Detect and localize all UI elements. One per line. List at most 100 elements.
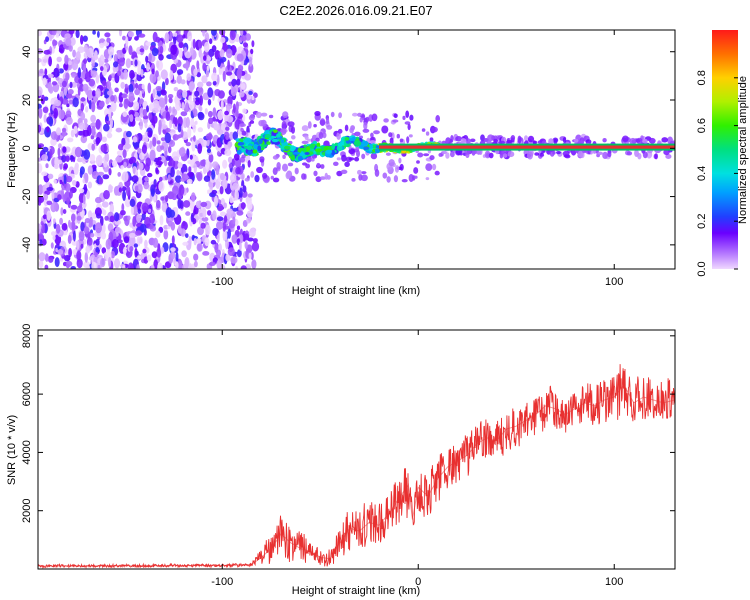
noise-speckle [83, 149, 91, 160]
noise-speckle [98, 177, 104, 185]
noise-speckle [151, 68, 155, 75]
signal-halo [388, 132, 393, 138]
noise-speckle [80, 102, 85, 112]
noise-speckle [242, 185, 247, 193]
noise-speckle [82, 35, 88, 42]
noise-speckle [212, 80, 217, 86]
chart-title: C2E2.2026.016.09.21.E07 [279, 3, 432, 18]
noise-speckle [204, 108, 208, 115]
noise-speckle [151, 47, 159, 57]
noise-speckle [222, 159, 228, 169]
noise-speckle [142, 134, 149, 144]
noise-speckle [239, 234, 244, 244]
noise-speckle [110, 117, 113, 129]
noise-speckle [169, 70, 174, 81]
noise-speckle [171, 235, 175, 245]
noise-speckle [133, 111, 140, 117]
noise-speckle [227, 141, 233, 148]
noise-speckle [123, 236, 130, 244]
noise-speckle [134, 82, 139, 89]
noise-speckle [102, 80, 107, 87]
signal-halo [338, 112, 342, 119]
noise-speckle [215, 165, 220, 176]
signal-halo [344, 124, 349, 132]
signal-blob [336, 145, 343, 152]
signal-halo [408, 174, 414, 182]
signal-blob [351, 136, 356, 142]
noise-speckle [46, 200, 53, 206]
noise-speckle [152, 88, 156, 99]
noise-speckle [139, 107, 145, 118]
signal-blob [252, 149, 258, 154]
signal-halo [282, 163, 288, 172]
noise-speckle [244, 73, 251, 81]
noise-speckle [58, 109, 65, 120]
signal-blob [266, 141, 271, 145]
noise-speckle [89, 216, 93, 225]
signal-halo [333, 161, 339, 166]
noise-speckle [101, 201, 109, 208]
noise-speckle [137, 208, 142, 214]
signal-halo [241, 130, 247, 136]
noise-speckle [156, 199, 161, 209]
noise-speckle [225, 134, 230, 140]
noise-speckle [157, 262, 163, 269]
noise-speckle [132, 141, 140, 148]
noise-speckle [160, 137, 166, 142]
noise-speckle [229, 173, 237, 183]
noise-speckle [61, 127, 67, 133]
signal-halo [336, 132, 341, 140]
noise-speckle [41, 171, 48, 177]
noise-speckle [64, 33, 71, 40]
noise-speckle [129, 235, 136, 247]
noise-speckle [251, 241, 260, 252]
noise-speckle [185, 116, 190, 128]
noise-speckle [65, 260, 73, 267]
noise-speckle [95, 88, 101, 98]
noise-speckle [160, 145, 165, 150]
noise-speckle [193, 163, 197, 174]
signal-halo [374, 169, 380, 177]
noise-speckle [38, 233, 45, 242]
noise-speckle [87, 181, 93, 189]
noise-speckle [78, 122, 86, 130]
noise-speckle [229, 30, 236, 41]
noise-speckle [54, 257, 60, 268]
noise-speckle [113, 61, 119, 68]
noise-speckle [138, 98, 145, 106]
noise-speckle [222, 178, 228, 190]
noise-speckle [100, 257, 106, 268]
noise-speckle [103, 58, 109, 63]
noise-speckle [226, 48, 233, 59]
noise-speckle [146, 254, 152, 262]
noise-speckle [206, 148, 212, 153]
noise-speckle [235, 109, 239, 119]
noise-speckle [149, 149, 156, 161]
noise-speckle [219, 186, 224, 195]
noise-speckle [242, 108, 247, 114]
noise-speckle [173, 87, 179, 92]
noise-speckle [248, 252, 252, 260]
signal-halo [527, 151, 533, 160]
signal-halo [527, 135, 535, 143]
noise-speckle [142, 108, 147, 117]
noise-speckle [247, 200, 253, 211]
noise-speckle [137, 147, 142, 154]
noise-speckle [145, 55, 149, 63]
noise-speckle [207, 98, 212, 106]
noise-speckle [177, 134, 183, 139]
signal-halo [423, 153, 430, 157]
noise-speckle [232, 207, 238, 212]
noise-speckle [127, 215, 131, 221]
noise-speckle [111, 238, 119, 249]
noise-speckle [104, 88, 110, 99]
noise-speckle [146, 105, 149, 113]
noise-speckle [117, 172, 121, 177]
noise-speckle [231, 158, 236, 167]
signal-halo [260, 112, 268, 117]
noise-speckle [155, 85, 162, 92]
noise-speckle [86, 190, 90, 200]
signal-halo [357, 169, 362, 175]
noise-speckle [112, 160, 118, 168]
noise-speckle [65, 110, 72, 118]
